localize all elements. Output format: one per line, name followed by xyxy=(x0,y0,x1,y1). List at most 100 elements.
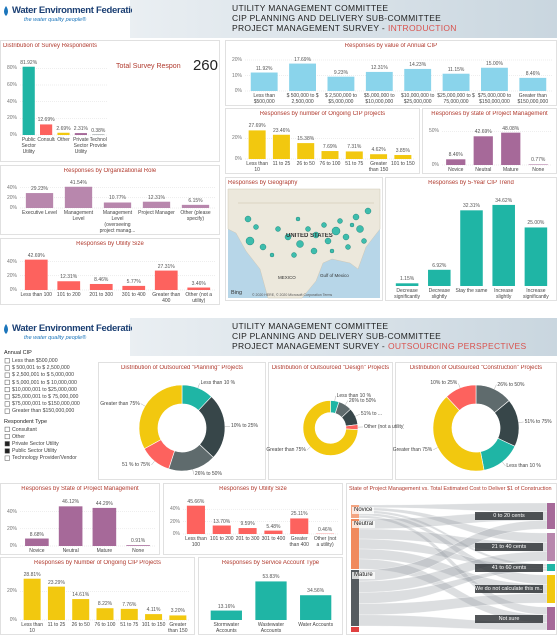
map-bubble xyxy=(291,252,297,258)
map-bubble xyxy=(337,218,343,224)
visual-frame xyxy=(0,238,220,305)
value-label: 8.46% xyxy=(448,152,463,159)
y-tick-label: 20% xyxy=(6,115,17,122)
chart-title: Responses by value of Annual CIP xyxy=(344,43,438,49)
map-bubble xyxy=(364,207,372,215)
map-bubble xyxy=(296,240,304,248)
value-label: 2.69% xyxy=(56,125,71,132)
node-label: Mature xyxy=(352,572,375,579)
map-bubble xyxy=(352,213,360,221)
leader-line xyxy=(494,384,497,390)
bar xyxy=(103,202,132,208)
filter-option[interactable]: $ 2,500,001 to $ 5,000,000 xyxy=(12,372,75,379)
y-tick-label: 0% xyxy=(234,156,242,162)
map-bubble xyxy=(342,233,350,241)
x-tick-label: Increase slightly xyxy=(494,288,514,300)
slice-label: 26% to 50% xyxy=(194,471,222,478)
x-tick-label: Stay the same xyxy=(455,288,488,294)
slice-label: Greater than 75% xyxy=(392,446,433,453)
filter-option[interactable]: $75,000,001 to $150,000,000 xyxy=(12,401,80,408)
sankey-node xyxy=(547,564,555,571)
header-section: OUTSOURCING PERSPECTIVES xyxy=(387,341,527,351)
y-tick-label: 0% xyxy=(9,205,17,211)
value-label: 23.29% xyxy=(47,579,65,586)
x-tick-label: None xyxy=(132,548,145,554)
map-provider: Bing xyxy=(231,290,243,296)
x-tick-label: Less than $500,000 xyxy=(253,93,276,105)
map-bubble xyxy=(259,243,267,251)
x-tick-label: 51 to 75 xyxy=(120,622,139,628)
filter-option[interactable]: Technology Provider/Vendor xyxy=(12,455,77,462)
filter-option[interactable]: Public Sector Utility xyxy=(12,448,57,455)
y-tick-label: 40% xyxy=(169,506,180,513)
filter-checkbox xyxy=(4,387,10,393)
visual-frame xyxy=(98,362,266,480)
chart-title: Responses by number of Ongoing CIP proje… xyxy=(259,111,386,117)
value-label: 28.81% xyxy=(23,571,41,578)
x-tick-label: $ 500,000 to $ 2,500,000 xyxy=(286,93,319,105)
filter-option[interactable]: Private Sector Utility xyxy=(12,441,59,447)
chart-title: Distribution of Outsourced "Planning" Pr… xyxy=(121,365,243,371)
filter-option[interactable]: $10,000,001 to $25,000,000 xyxy=(12,386,77,393)
x-tick-label: Less than 100 xyxy=(185,536,207,548)
value-label: 7.76% xyxy=(122,601,137,608)
leader-line xyxy=(502,461,506,467)
sankey-node xyxy=(547,503,555,529)
slice-label: Less than 10 % xyxy=(336,392,372,399)
leader-line xyxy=(433,447,438,450)
x-tick-label: 51 to 75 xyxy=(345,161,364,167)
x-tick-label: Novice xyxy=(448,167,464,173)
filter-option[interactable]: $25,000,001 to $ 75,000,000 xyxy=(12,394,79,400)
y-tick-label: 0% xyxy=(9,132,17,138)
filter-option[interactable]: Consultant xyxy=(12,426,37,433)
y-tick-label: 0% xyxy=(9,543,17,549)
logo-name: Water Environment Federation xyxy=(12,5,132,16)
bar xyxy=(57,132,70,135)
value-label: 0.77% xyxy=(531,157,546,164)
filter-option[interactable]: $ 5,000,001 to $ 10,000,000 xyxy=(12,379,77,386)
filter-checkbox xyxy=(4,379,10,385)
filter-option[interactable]: Greater than $150,000,000 xyxy=(12,408,75,415)
x-tick-label: Decrease slightly xyxy=(428,288,450,300)
visual-frame xyxy=(0,483,160,555)
x-tick-label: Less than 10 xyxy=(21,622,43,634)
bar xyxy=(181,204,210,208)
slice-label: Greater than 75% xyxy=(100,400,140,407)
y-tick-label: 0% xyxy=(234,88,242,94)
bar xyxy=(473,136,493,165)
filter-option[interactable]: $ 500,001 to $ 2,500,000 xyxy=(12,365,70,372)
value-label: 41.54% xyxy=(70,179,87,186)
bar xyxy=(501,132,521,165)
x-tick-label: Other (please specify) xyxy=(180,210,211,222)
value-label: 12.69% xyxy=(37,117,55,124)
y-tick-label: 20% xyxy=(6,588,17,595)
bar xyxy=(126,545,150,546)
chart-title: Distribution of Survey Respondents xyxy=(3,43,98,49)
filter-option[interactable]: Less than $500,000 xyxy=(12,358,58,364)
visual-frame xyxy=(268,362,393,480)
bar xyxy=(370,154,388,159)
bar xyxy=(395,283,419,286)
value-label: 81.92% xyxy=(20,59,38,66)
filter-option[interactable]: Other xyxy=(12,433,25,440)
bar xyxy=(428,269,451,286)
visual-frame xyxy=(225,108,420,174)
logo-panel xyxy=(0,318,130,356)
x-tick-label: 101 to 200 xyxy=(209,536,234,542)
bar xyxy=(57,281,81,290)
x-tick-label: 26 to 50 xyxy=(71,622,90,628)
slice-label: 10% to 25% xyxy=(430,380,458,387)
value-label: 4.62% xyxy=(371,147,386,154)
bar xyxy=(142,201,171,208)
x-tick-label: Decrease significantly xyxy=(394,288,421,300)
value-label: 29.23% xyxy=(31,186,48,193)
x-tick-label: Other (not a utility) xyxy=(185,292,213,304)
donut-slice xyxy=(302,400,359,456)
value-label: 0.46% xyxy=(317,526,333,533)
bar xyxy=(23,578,41,620)
header-line: UTILITY MANAGEMENT COMMITTEE xyxy=(232,321,389,331)
header-line: CIP PLANNING AND DELIVERY SUB-COMMITTEE xyxy=(232,331,442,341)
bar xyxy=(25,538,49,546)
x-tick-label: 101 to 150 xyxy=(141,622,166,628)
